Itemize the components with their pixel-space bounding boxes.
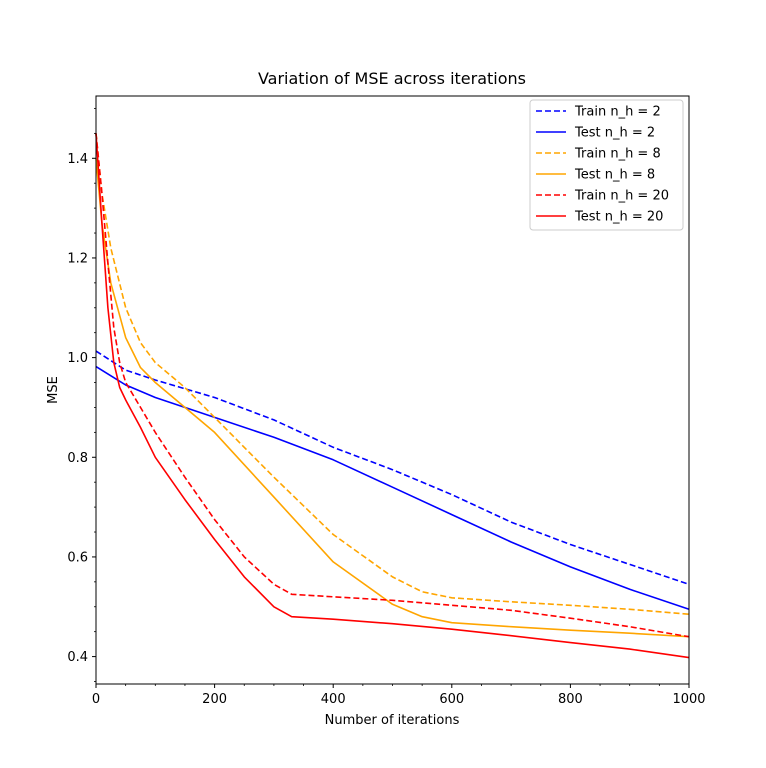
series-line-5 [95,133,690,638]
legend-label: Train n_h = 2 [574,105,661,120]
legend-label: Train n_h = 20 [574,189,669,204]
series-line-2 [95,365,690,611]
x-tick-label: 600 [439,692,464,707]
y-tick-label: 1.0 [67,351,88,366]
legend-box [529,99,684,231]
y-tick-label: 0.4 [67,650,88,665]
series-line-1 [95,350,690,586]
y-tick-label: 1.2 [67,251,88,266]
legend-label: Test n_h = 20 [574,210,663,225]
y-tick-label: 0.6 [67,550,88,565]
series-line-3 [95,133,690,615]
legend-label: Train n_h = 8 [574,147,661,162]
x-axis-label: Number of iterations [325,713,460,728]
x-tick-label: 800 [558,692,583,707]
y-tick-label: 0.8 [67,451,88,466]
legend-label: Test n_h = 2 [574,126,655,141]
chart-title: Variation of MSE across iterations [258,69,526,88]
series-layer [95,133,690,659]
y-axis-label: MSE [46,376,61,404]
series-line-6 [95,133,690,659]
x-tick-label: 0 [92,692,100,707]
legend: Train n_h = 2 Test n_h = 2 Train n_h = 8 Te… [529,99,684,231]
x-axis: 0 200 400 600 800 1000 [92,684,706,707]
y-axis: 0.4 0.6 0.8 1.0 1.2 1.4 [67,108,96,682]
series-line-4 [95,158,690,638]
y-tick-label: 1.4 [67,152,88,167]
plot-area [95,95,690,685]
x-tick-label: 400 [321,692,346,707]
legend-label: Test n_h = 8 [574,168,655,183]
x-tick-label: 200 [202,692,227,707]
x-tick-label: 1000 [672,692,705,707]
